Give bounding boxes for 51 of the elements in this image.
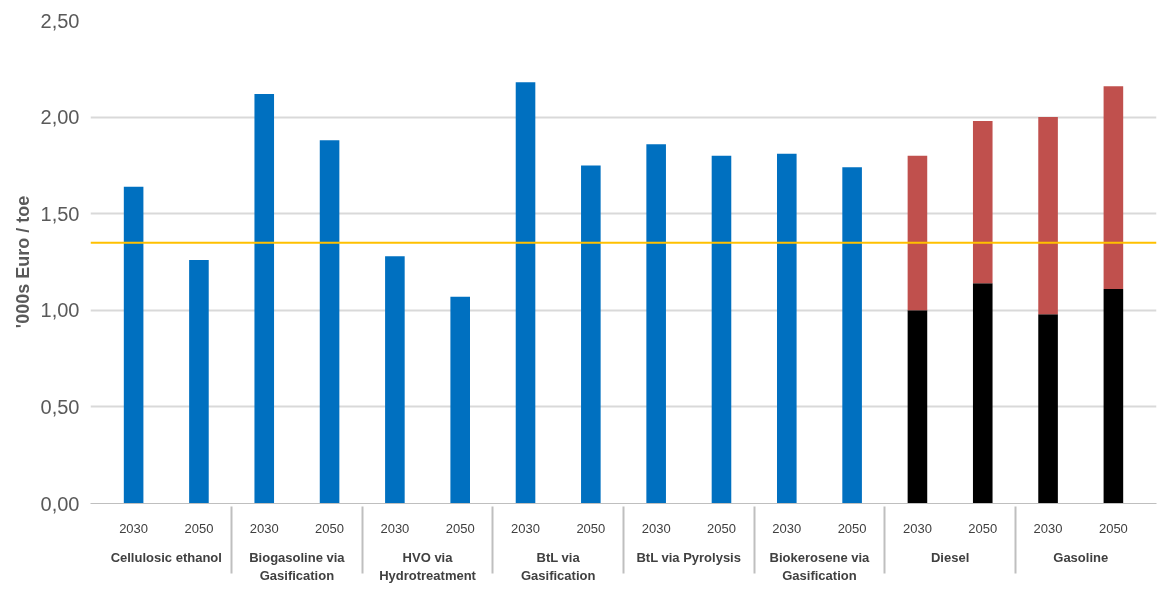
bar — [972, 120, 993, 284]
bar — [842, 167, 862, 504]
bar — [711, 155, 732, 504]
text: HVO via Hydrotreatment — [379, 549, 477, 583]
x-tick-label: 2030 — [902, 520, 932, 536]
x-tick-label: 2050 — [707, 520, 736, 536]
bar — [1038, 117, 1058, 315]
bar — [777, 153, 797, 504]
bar — [254, 93, 275, 504]
bar — [515, 82, 536, 504]
bar — [907, 155, 928, 311]
bar — [907, 310, 928, 504]
x-tick-label: 2030 — [249, 520, 279, 536]
x-tick-label: 2030 — [380, 520, 410, 536]
bar — [646, 144, 666, 504]
y-tick-label: 0,50 — [40, 395, 80, 418]
x-tick-label: 2050 — [315, 520, 345, 536]
bar — [1038, 314, 1058, 504]
text: Cellulosic ethanol — [110, 549, 222, 565]
x-tick-label: 2050 — [445, 520, 475, 536]
x-tick-label: 2030 — [772, 520, 802, 536]
x-tick-label: 2030 — [641, 520, 671, 536]
y-tick-label: 2,50 — [40, 9, 80, 32]
x-tick-label: 2050 — [837, 520, 867, 536]
x-tick-label: 2050 — [968, 520, 998, 536]
text: Biogasoline via Gasification — [249, 549, 346, 583]
text: BtL via Pyrolysis — [636, 549, 741, 565]
x-tick-label: 2050 — [1098, 520, 1128, 536]
bar — [123, 186, 144, 504]
bar — [1103, 86, 1124, 290]
text: Diesel — [930, 549, 970, 565]
bar — [319, 140, 340, 504]
bar — [1103, 289, 1124, 504]
text: Biokerosene via Gasification — [769, 549, 871, 583]
y-tick-label: 1,00 — [40, 299, 80, 322]
x-tick-label: 2030 — [1033, 520, 1063, 536]
bar — [189, 260, 209, 504]
x-tick-label: 2030 — [511, 520, 540, 536]
text: BtL via Gasification — [520, 549, 596, 583]
bar — [972, 283, 993, 504]
y-tick-label: 1,50 — [40, 202, 80, 225]
bar — [385, 256, 405, 504]
y-tick-label: 2,00 — [40, 106, 80, 129]
y-axis-title: '000s Euro / toe — [12, 195, 33, 329]
bar — [581, 165, 601, 504]
x-tick-label: 2050 — [184, 520, 214, 536]
text: Gasoline — [1053, 549, 1109, 565]
bar — [450, 296, 470, 504]
x-tick-label: 2030 — [119, 520, 149, 536]
y-tick-label: 0,00 — [40, 492, 80, 515]
x-tick-label: 2050 — [576, 520, 606, 536]
